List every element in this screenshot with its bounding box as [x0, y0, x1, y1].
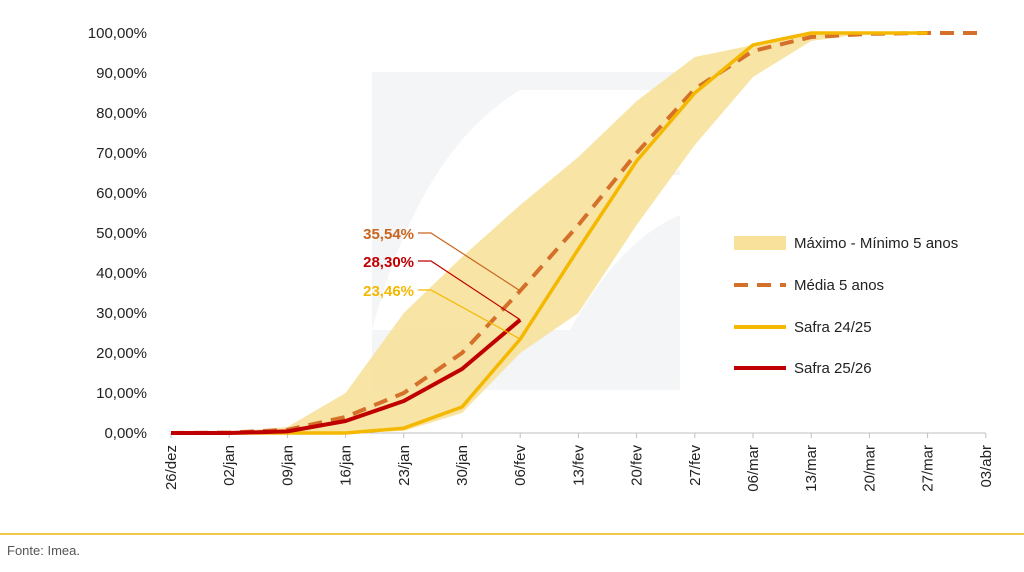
x-tick-label: 26/dez [163, 445, 180, 490]
series-media-5-anos [170, 31, 986, 435]
y-tick-label: 30,00% [96, 305, 147, 322]
y-tick-label: 0,00% [104, 425, 147, 442]
x-tick-label: 27/mar [920, 445, 937, 492]
legend-swatch-band [734, 236, 786, 250]
y-tick-label: 40,00% [96, 265, 147, 282]
annotation-leader [418, 289, 521, 340]
x-tick-label: 20/mar [861, 445, 878, 492]
annotation-label: 23,46% [363, 283, 414, 300]
legend-label: Média 5 anos [794, 277, 884, 294]
y-tick-label: 60,00% [96, 185, 147, 202]
legend-label: Safra 25/26 [794, 360, 872, 377]
y-tick-label: 10,00% [96, 385, 147, 402]
y-tick-label: 70,00% [96, 145, 147, 162]
x-tick-label: 06/fev [512, 445, 529, 486]
x-tick-label: 02/jan [221, 445, 238, 486]
x-tick-label: 03/abr [978, 445, 995, 488]
annotation-label: 35,54% [363, 226, 414, 243]
x-tick-label: 23/jan [396, 445, 413, 486]
x-tick-label: 06/mar [745, 445, 762, 492]
annotation-leader [418, 232, 521, 292]
x-tick-label: 20/fev [629, 445, 646, 486]
x-tick-label: 27/fev [687, 445, 704, 486]
footer-divider [0, 533, 1024, 535]
y-tick-label: 80,00% [96, 105, 147, 122]
source-note: Fonte: Imea. [7, 543, 80, 558]
x-tick-label: 13/fev [570, 445, 587, 486]
y-tick-label: 100,00% [88, 25, 147, 42]
legend-label: Safra 24/25 [794, 319, 872, 336]
series-safra-24-25 [171, 31, 928, 435]
x-tick-label: 16/jan [338, 445, 355, 486]
annotation-label: 28,30% [363, 254, 414, 271]
y-tick-label: 20,00% [96, 345, 147, 362]
x-tick-label: 09/jan [279, 445, 296, 486]
y-tick-label: 50,00% [96, 225, 147, 242]
band-max-min [171, 33, 928, 433]
y-tick-label: 90,00% [96, 65, 147, 82]
x-tick-label: 13/mar [803, 445, 820, 492]
series-safra-25-26 [171, 318, 522, 435]
x-tick-label: 30/jan [454, 445, 471, 486]
annotation-leader [418, 260, 521, 321]
chart: 0,00% 10,00% 20,00% 30,00% 40,00% 50,00% 60,00… [88, 25, 995, 492]
legend-label: Máximo - Mínimo 5 anos [794, 235, 958, 252]
